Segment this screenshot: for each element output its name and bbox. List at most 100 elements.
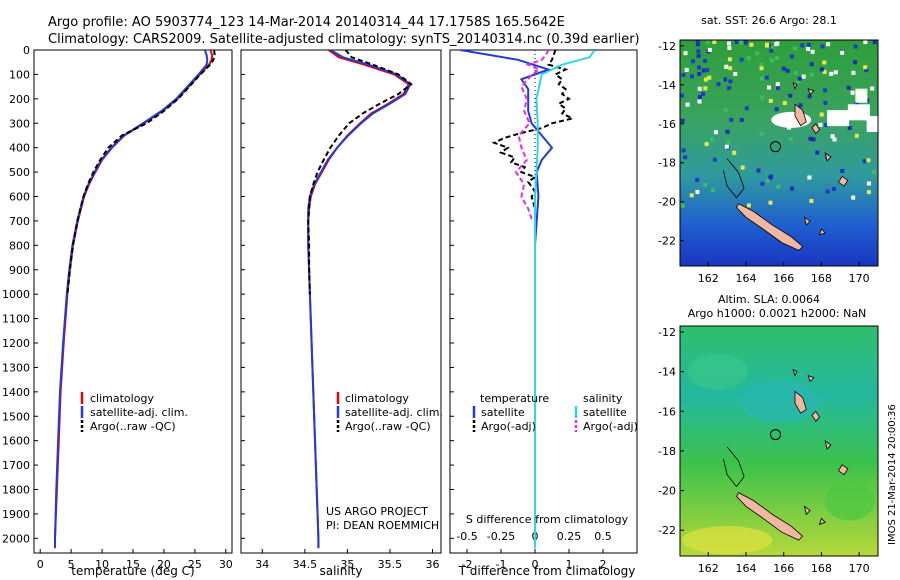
- sst-pixel: [829, 71, 834, 76]
- depth-tick-label: 700: [9, 215, 30, 228]
- legend-s-argo: Argo(-adj): [583, 420, 638, 433]
- island: [818, 228, 826, 236]
- sst-pixel: [770, 46, 775, 51]
- sst-cloud-gap: [855, 88, 868, 103]
- sst-pixel: [840, 50, 845, 55]
- credit-pi: PI: DEAN ROEMMICH: [326, 519, 439, 532]
- map-y-tick-label: -12: [658, 326, 676, 339]
- map-x-tick-label: 168: [811, 272, 832, 285]
- sst-pixel: [788, 137, 793, 142]
- sla-map-title: Altim. SLA: 0.0064: [718, 293, 820, 306]
- sst-pixel: [769, 58, 774, 63]
- sst-pixel: [759, 62, 764, 67]
- temperature-xlabel: temperature (deg C): [71, 564, 194, 578]
- sst-pixel: [853, 60, 857, 65]
- sst-pixel: [768, 98, 773, 103]
- depth-tick-label: 1300: [2, 361, 30, 374]
- difference-xlabel: T difference from climatology: [458, 564, 636, 578]
- sst-pixel: [785, 68, 790, 73]
- sst-pixel: [774, 107, 779, 112]
- sst-pixel: [853, 44, 858, 49]
- sst-pixel: [684, 67, 689, 72]
- sst-cloud-gap: [827, 110, 850, 127]
- depth-tick-label: 1400: [2, 386, 30, 399]
- sla-blob: [682, 526, 773, 555]
- sst-pixel: [695, 189, 700, 194]
- depth-tick-label: 200: [9, 93, 30, 106]
- sst-coastline: [723, 82, 849, 251]
- temperature-axis: 0 5 10 15 20 25 30: [37, 549, 233, 571]
- x-tick-label: -2: [462, 558, 473, 571]
- x-tick-label: 30: [219, 558, 233, 571]
- depth-tick-label: 600: [9, 191, 30, 204]
- depth-tick-label: 1800: [2, 484, 30, 497]
- island: [818, 517, 826, 525]
- sla-blob: [824, 480, 875, 521]
- sst-pixel: [798, 103, 803, 108]
- x-tick-label: -1: [496, 558, 507, 571]
- sst-pixel: [801, 74, 806, 79]
- series-temperature-argo: [491, 50, 576, 221]
- sst-map-frame: [679, 39, 879, 267]
- map-y-tick-label: -14: [658, 366, 676, 379]
- sst-pixel: [807, 94, 812, 99]
- sst-pixel: [739, 118, 744, 122]
- salinity-lines: [307, 50, 413, 549]
- sst-pixel: [712, 40, 717, 44]
- sst-pixel: [689, 193, 694, 198]
- sst-pixel: [746, 56, 751, 61]
- sst-pixel: [696, 49, 701, 54]
- sst-pixel: [864, 68, 869, 73]
- x-tick-label: 2: [600, 558, 607, 571]
- sst-pixel: [727, 45, 732, 50]
- island: [792, 368, 798, 377]
- map-x-tick-label: 168: [811, 562, 832, 575]
- sst-pixel: [826, 42, 831, 47]
- sst-pixel: [768, 174, 773, 179]
- map-x-tick-label: 166: [773, 562, 794, 575]
- sst-pixel: [809, 72, 814, 77]
- sst-pixel: [681, 73, 686, 77]
- sst-pixel: [775, 56, 779, 61]
- map-y-tick-label: -22: [658, 524, 676, 537]
- series-argo: [66, 50, 216, 295]
- sst-pixel: [738, 40, 743, 45]
- sst-pixel: [759, 76, 764, 81]
- depth-tick-label: 1900: [2, 508, 30, 521]
- legend-argo: Argo(..raw -QC): [345, 420, 431, 433]
- argo-position-marker: [769, 141, 781, 153]
- map-y-tick-label: -18: [658, 157, 676, 170]
- sst-pixel: [846, 85, 851, 90]
- sst-pixel: [866, 158, 871, 163]
- sst-pixel: [854, 133, 859, 138]
- map-x-tick-label: 170: [849, 272, 870, 285]
- sla-blob: [687, 353, 748, 390]
- depth-tick-label: 300: [9, 117, 30, 130]
- island: [803, 216, 811, 226]
- sst-pixel: [701, 92, 705, 96]
- sst-pixel: [832, 137, 837, 142]
- sst-pixel: [744, 106, 749, 111]
- series-satellite: [54, 50, 209, 549]
- sst-pixel: [866, 190, 871, 195]
- legend-header-salinity: salinity: [583, 392, 623, 405]
- sst-pixel: [819, 112, 824, 117]
- sst-pixel: [793, 46, 797, 51]
- sst-pixel: [789, 54, 794, 59]
- x-tick-label: 0: [532, 558, 539, 571]
- sst-pixel: [756, 168, 761, 173]
- sst-field: [680, 40, 878, 266]
- sla-blob: [739, 379, 820, 424]
- header-line2: Climatology: CARS2009. Satellite-adjuste…: [48, 32, 640, 47]
- sst-pixel: [723, 77, 728, 82]
- sst-pixel: [724, 144, 729, 149]
- island: [736, 492, 804, 541]
- depth-tick-label: 1200: [2, 337, 30, 350]
- sst-pixel: [775, 82, 780, 87]
- sst-pixel: [724, 64, 729, 69]
- sst-pixel: [716, 82, 721, 87]
- salinity-panel: [240, 49, 442, 554]
- legend-argo: Argo(..raw -QC): [90, 420, 176, 433]
- island: [811, 410, 821, 422]
- legend-s-satellite: satellite: [583, 406, 627, 419]
